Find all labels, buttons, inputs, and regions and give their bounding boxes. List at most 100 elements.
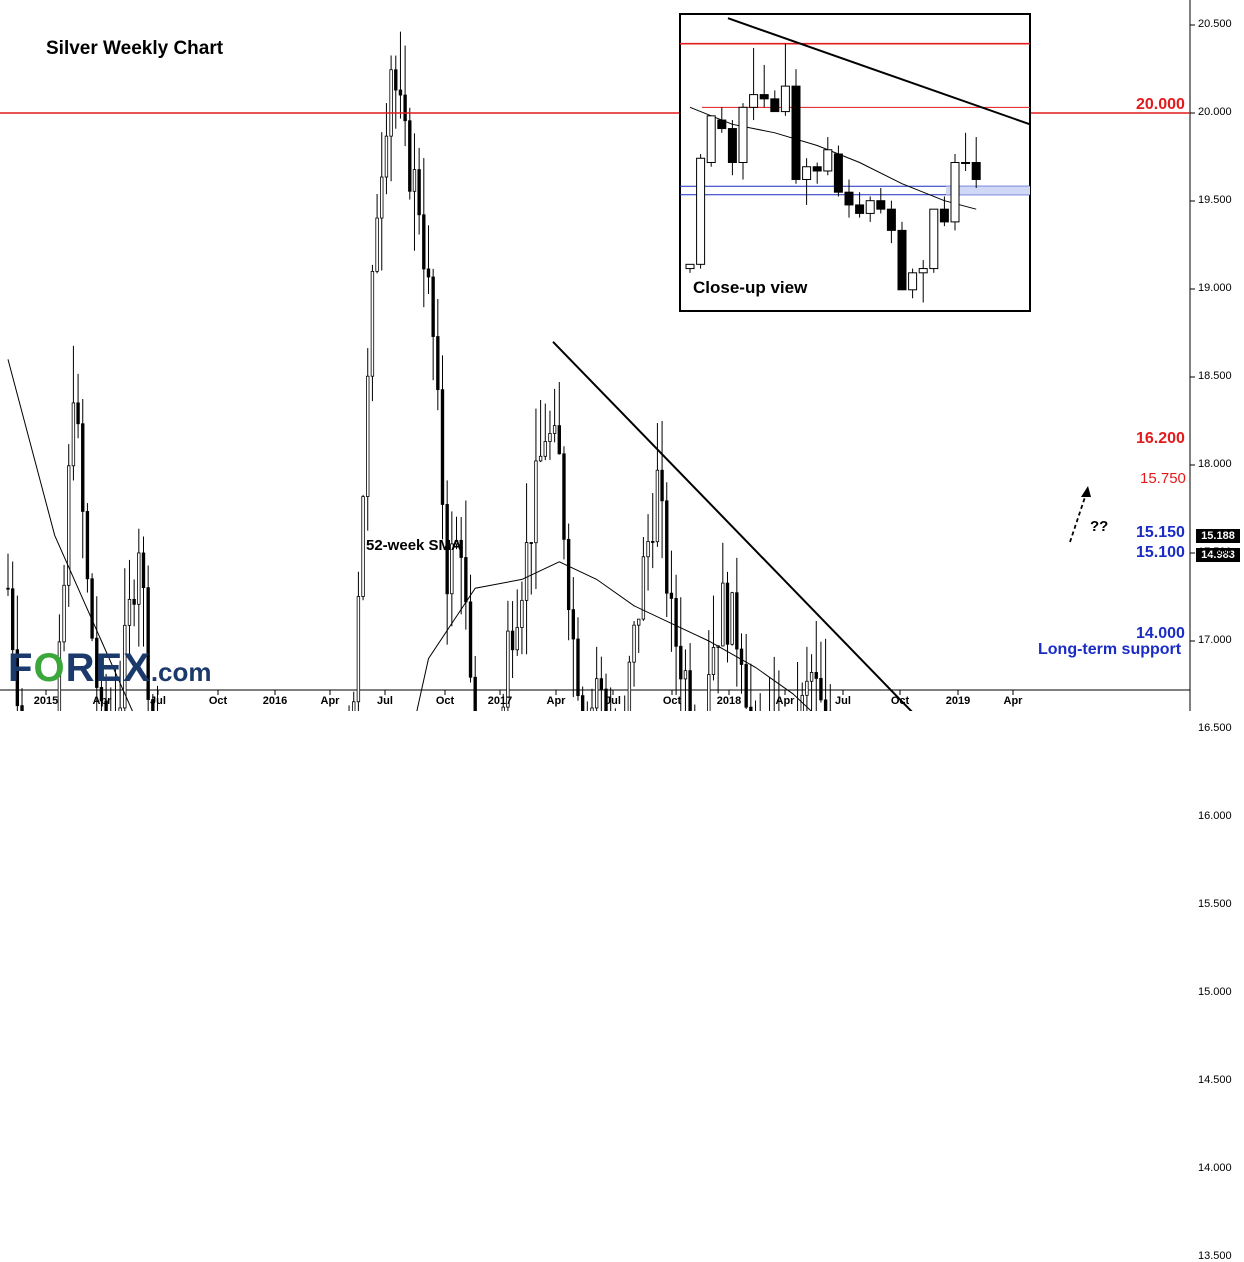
y-tick-label: 20.000 — [1198, 106, 1232, 118]
question-marks: ?? — [1090, 518, 1109, 535]
candle-body — [99, 687, 104, 702]
inset-candle-body — [696, 157, 706, 265]
candle-body — [6, 587, 10, 590]
chart-title: Silver Weekly Chart — [46, 38, 224, 59]
y-tick-label: 14.000 — [1198, 1162, 1232, 1174]
candle-body — [571, 609, 575, 640]
candle-body — [95, 637, 99, 688]
candle-body — [118, 707, 122, 711]
candle-body — [646, 541, 650, 558]
candle-body — [366, 375, 370, 497]
y-tick-label: 18.500 — [1198, 370, 1232, 382]
level-label-15750: 15.750 — [1140, 470, 1186, 487]
inset-candle-body — [918, 268, 928, 274]
candle-body — [123, 624, 127, 709]
x-tick-label: 2018 — [716, 695, 742, 707]
sma-group — [7, 359, 812, 711]
projection-arrow — [1069, 493, 1087, 543]
inset-candle-body — [738, 106, 748, 163]
candle-body — [557, 425, 561, 455]
candle-body — [735, 592, 739, 650]
level-label-14000: 14.000 — [1136, 625, 1185, 642]
candle-body — [67, 465, 71, 586]
y-tick-label: 19.500 — [1198, 194, 1232, 206]
candle-body — [604, 688, 608, 711]
candle-body — [674, 597, 678, 647]
candle-body — [552, 425, 557, 434]
x-tick-label: Apr — [320, 695, 340, 707]
inset-trendline — [727, 17, 1031, 126]
candle-body — [543, 441, 547, 457]
candle-body — [805, 680, 809, 696]
inset-candle-body — [706, 115, 716, 164]
candle-body — [20, 705, 24, 711]
candle-body — [146, 587, 150, 700]
logo-part-2: O — [33, 646, 66, 690]
y-tick-label: 13.500 — [1198, 1250, 1232, 1262]
inset-candle-body — [749, 94, 759, 108]
inset-candle-body — [961, 162, 971, 164]
candle-body — [562, 453, 566, 540]
inset-candle-body — [865, 200, 875, 214]
candle-body — [515, 627, 519, 651]
sma-52-line — [7, 359, 812, 711]
candle-body — [81, 423, 85, 512]
overlay-group — [552, 341, 1091, 711]
level-label-15150: 15.150 — [1136, 524, 1185, 541]
chart-background — [0, 0, 1244, 711]
candle-body — [417, 169, 421, 216]
inset-candle-body — [897, 229, 907, 291]
candle-body — [632, 624, 636, 663]
inset-candle-body — [717, 119, 727, 130]
candle-body — [599, 678, 604, 690]
x-tick-label: Oct — [435, 695, 455, 707]
candle-body — [450, 543, 454, 595]
inset-candle-body — [908, 272, 918, 291]
candle-body — [711, 646, 716, 676]
downtrend-line — [552, 341, 913, 711]
x-tick-label: 2017 — [487, 695, 513, 707]
x-tick-label: Oct — [662, 695, 682, 707]
y-tick-label: 16.000 — [1198, 810, 1232, 822]
candle-body — [71, 402, 76, 467]
candle-body — [15, 649, 20, 707]
candle-body — [580, 695, 585, 711]
candles-group — [6, 31, 832, 711]
forex-logo: FOREX.com — [8, 646, 212, 691]
candle-body — [506, 630, 510, 708]
inset-candle-body — [780, 85, 790, 113]
candle-body — [814, 672, 818, 679]
level-label-20000: 20.000 — [1136, 96, 1185, 113]
inset-candle-body — [802, 166, 812, 180]
candle-body — [529, 542, 533, 544]
support-label: Long-term support — [1038, 641, 1182, 658]
inset-candle-body — [823, 149, 833, 172]
candle-body — [819, 677, 823, 701]
candle-body — [408, 120, 412, 192]
x-tick-label: Jul — [835, 695, 851, 707]
candle-body — [398, 89, 403, 96]
candle-body — [594, 678, 599, 709]
candle-body — [151, 699, 155, 711]
candle-body — [669, 592, 674, 599]
candle-body — [744, 664, 748, 708]
inset-candle-body — [950, 162, 960, 223]
y-tick-label: 19.000 — [1198, 282, 1232, 294]
candle-body — [85, 511, 90, 580]
price-box-lower: 14.983 — [1196, 548, 1240, 562]
x-tick-label: Jul — [377, 695, 393, 707]
price-box-upper: 15.188 — [1196, 529, 1240, 543]
candle-body — [57, 641, 62, 711]
x-tick-label: 2019 — [945, 695, 971, 707]
candle-body — [10, 588, 15, 651]
candle-body — [356, 596, 361, 703]
candle-body — [510, 630, 515, 651]
sma-label: 52-week SMA — [366, 537, 462, 554]
candle-body — [538, 455, 543, 462]
candle-body — [436, 336, 440, 391]
inset-candle-body — [685, 263, 695, 270]
logo-part-1: F — [8, 646, 34, 690]
candle-body — [679, 645, 683, 680]
y-tick-label: 16.500 — [1198, 722, 1232, 734]
candle-body — [90, 578, 94, 639]
